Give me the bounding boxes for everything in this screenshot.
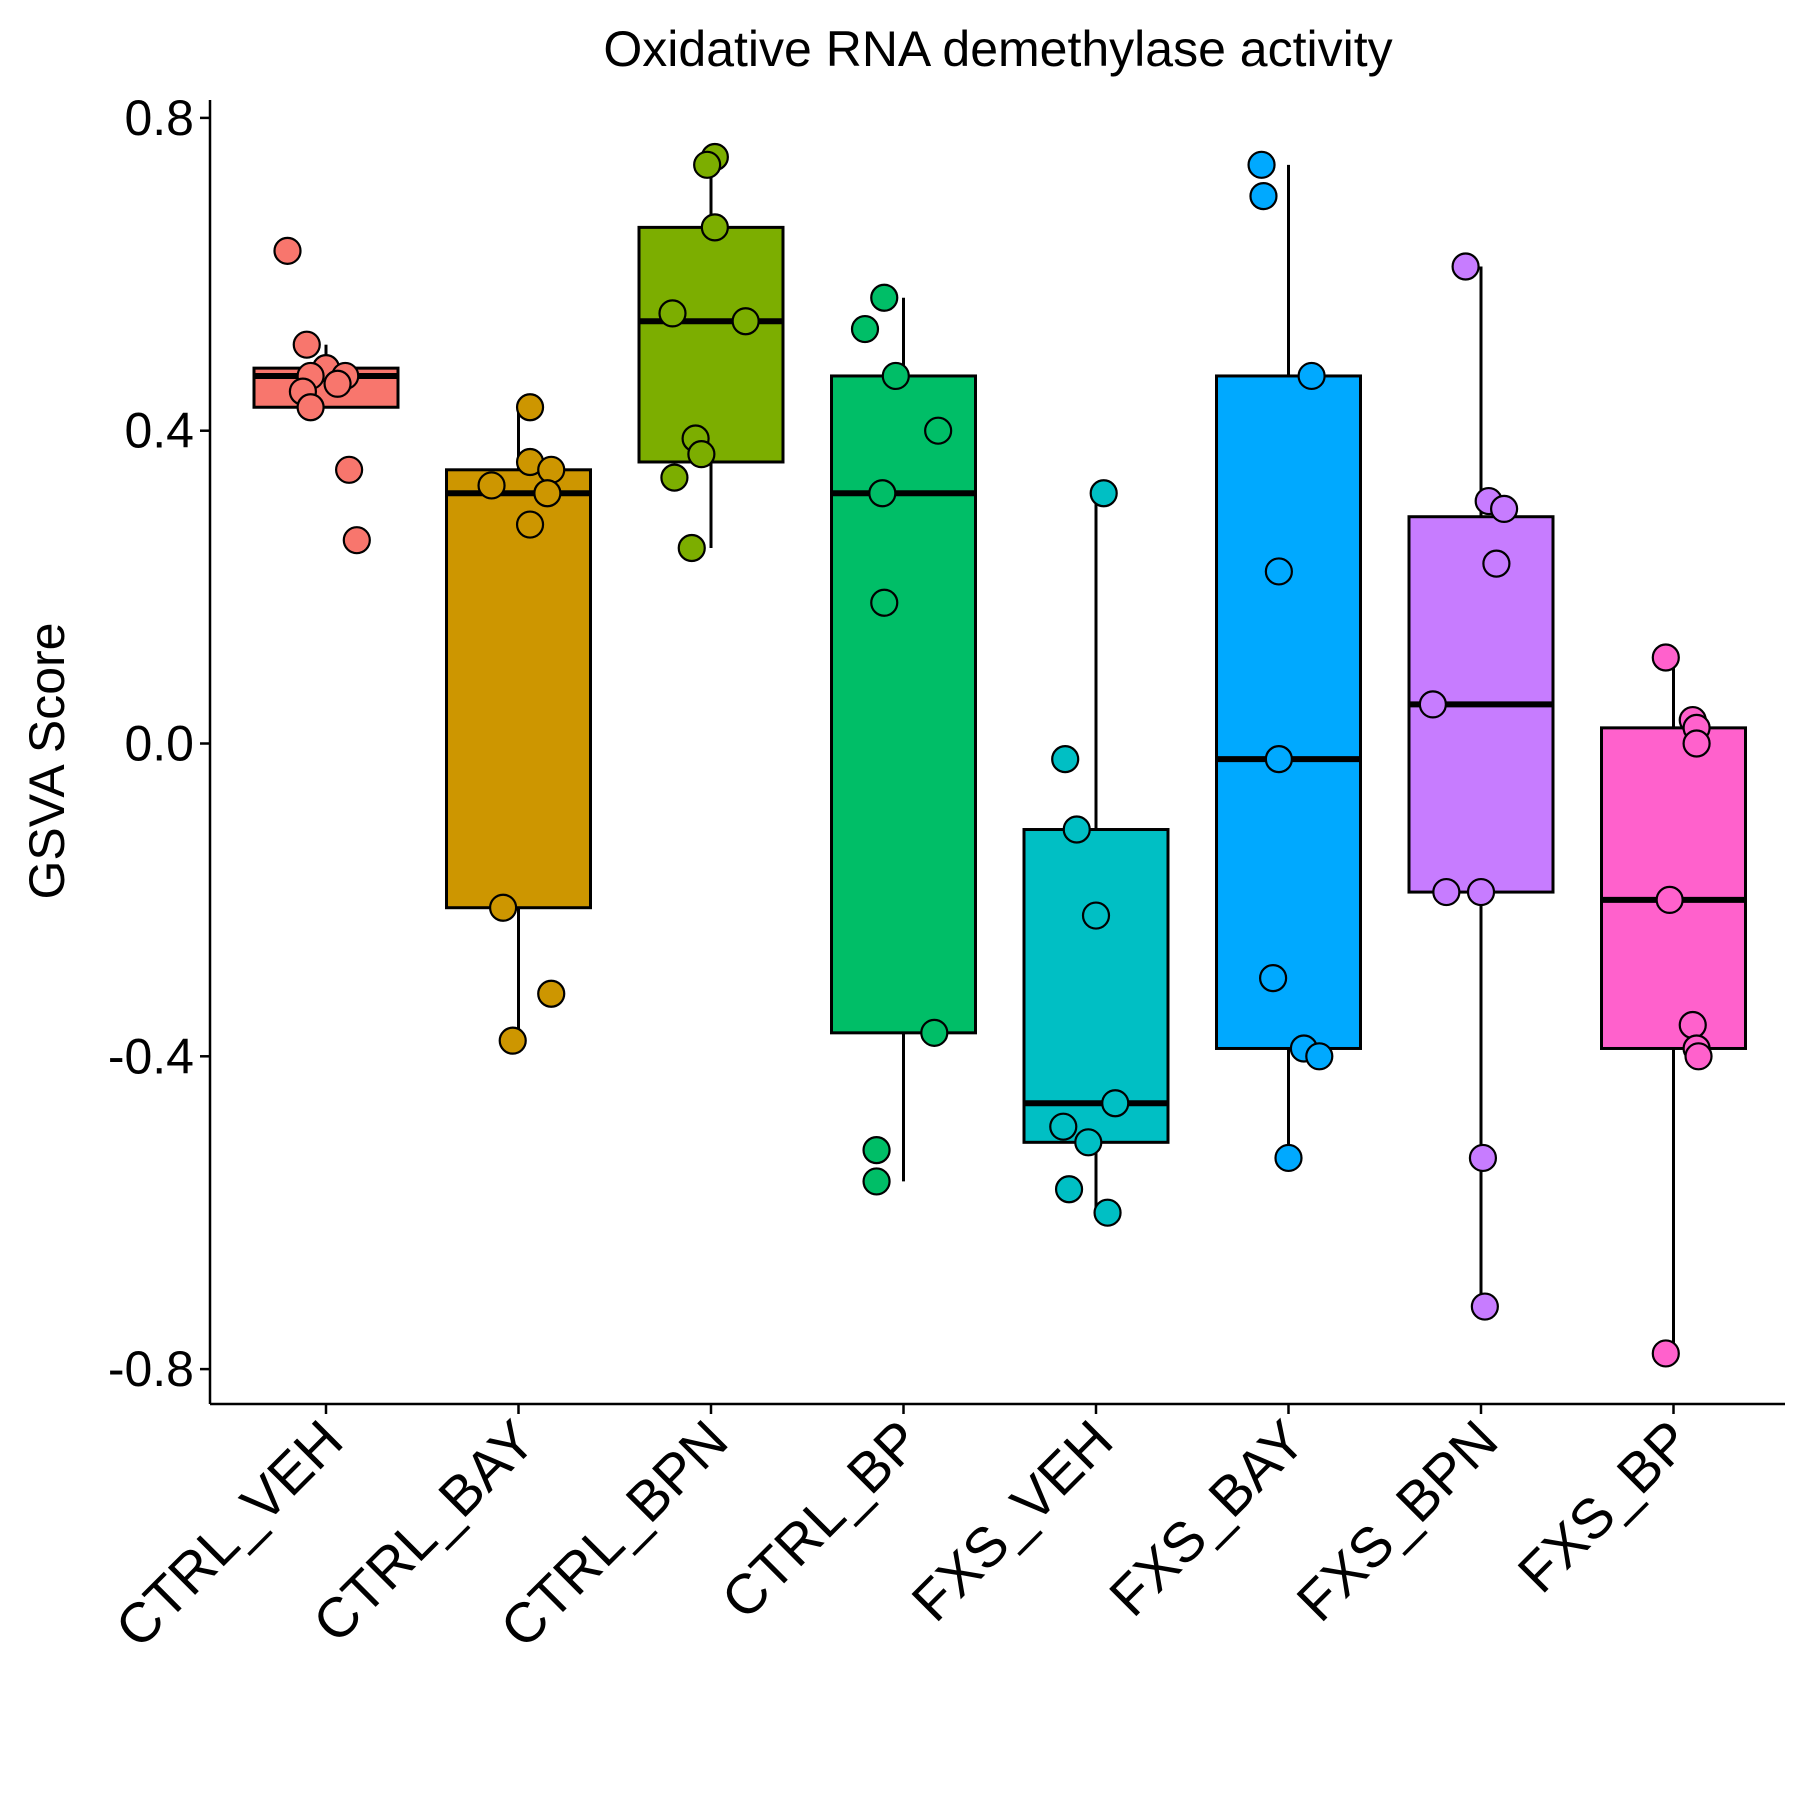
y-tick-label: -0.4	[108, 1028, 194, 1084]
data-point-ctrl-bpn	[660, 463, 689, 492]
data-point-fxs-bp	[1682, 729, 1711, 758]
data-point-fxs-bpn	[1489, 494, 1519, 523]
data-point-ctrl-veh	[335, 455, 364, 484]
y-tick-label: 0.0	[124, 716, 194, 772]
data-point-fxs-veh	[1054, 1175, 1084, 1204]
data-point-ctrl-bp	[868, 479, 897, 508]
data-point-ctrl-bay	[515, 393, 545, 422]
x-tick-label: FXS_VEH	[899, 1408, 1124, 1633]
data-point-fxs-bay	[1264, 745, 1293, 774]
data-point-fxs-veh	[1051, 745, 1080, 774]
chart-title: Oxidative RNA demethylase activity	[603, 21, 1392, 77]
data-point-ctrl-bay	[515, 510, 545, 539]
data-point-ctrl-bay	[533, 479, 562, 508]
y-tick-label: -0.8	[108, 1341, 194, 1397]
box-fxs-veh	[1022, 828, 1170, 1144]
data-point-fxs-bay	[1264, 557, 1293, 586]
data-point-fxs-bay	[1297, 361, 1326, 391]
data-point-fxs-veh	[1081, 901, 1111, 930]
data-point-fxs-bpn	[1432, 877, 1461, 907]
data-point-ctrl-bp	[870, 588, 899, 617]
data-point-ctrl-bay	[477, 471, 506, 500]
data-point-ctrl-bay	[537, 979, 566, 1008]
data-point-fxs-bp	[1651, 1339, 1680, 1368]
y-tick-label: 0.4	[124, 403, 194, 459]
data-point-fxs-bpn	[1451, 252, 1480, 281]
data-point-ctrl-veh	[323, 369, 352, 398]
y-tick-label: 0.8	[124, 90, 194, 146]
data-point-ctrl-bpn	[658, 299, 687, 328]
data-point-fxs-bpn	[1470, 1292, 1499, 1321]
data-point-fxs-bay	[1274, 1143, 1303, 1173]
data-point-fxs-bpn	[1418, 690, 1447, 719]
box-ctrl-bp	[830, 374, 977, 1035]
data-point-ctrl-bp	[870, 283, 899, 312]
x-tick-label: FXS_BPN	[1284, 1408, 1509, 1633]
data-point-ctrl-bpn	[700, 213, 729, 242]
data-point-fxs-bp	[1678, 1010, 1707, 1040]
data-point-ctrl-bp	[862, 1167, 891, 1196]
data-point-fxs-bay	[1258, 963, 1288, 993]
data-point-ctrl-veh	[273, 236, 302, 265]
data-point-fxs-bay	[1249, 182, 1278, 211]
data-point-fxs-veh	[1101, 1089, 1130, 1118]
data-point-ctrl-bp	[881, 361, 910, 391]
data-point-ctrl-veh	[296, 393, 325, 422]
data-point-fxs-bpn	[1482, 549, 1511, 578]
data-point-fxs-bpn	[1468, 1143, 1498, 1173]
box-fxs-bay	[1215, 374, 1362, 1050]
data-point-fxs-veh	[1062, 815, 1091, 844]
data-point-fxs-veh	[1093, 1198, 1122, 1227]
y-axis-label: GSVA Score	[19, 623, 75, 900]
data-point-ctrl-bpn	[677, 533, 706, 563]
data-point-ctrl-bp	[850, 314, 880, 344]
data-point-ctrl-bay	[498, 1026, 527, 1055]
data-point-ctrl-bpn	[687, 440, 716, 469]
data-point-ctrl-veh	[342, 526, 371, 555]
x-tick-label: FXS_BAY	[1097, 1408, 1317, 1628]
box-ctrl-bay	[445, 468, 592, 910]
x-tick-label: CTRL_BP	[709, 1408, 932, 1631]
data-point-ctrl-bp	[862, 1136, 891, 1165]
data-point-ctrl-veh	[292, 330, 321, 359]
data-point-ctrl-bp	[924, 416, 953, 445]
data-point-fxs-bay	[1247, 150, 1276, 179]
data-point-fxs-veh	[1049, 1112, 1078, 1141]
data-point-fxs-bp	[1655, 885, 1684, 915]
data-point-fxs-bay	[1305, 1042, 1334, 1071]
data-point-ctrl-bpn	[731, 307, 760, 336]
data-point-ctrl-bay	[489, 893, 518, 922]
data-point-fxs-veh	[1089, 479, 1118, 508]
plot-area	[252, 142, 1747, 1368]
data-point-fxs-bp	[1651, 643, 1680, 672]
data-point-ctrl-bp	[920, 1018, 949, 1047]
data-point-fxs-bp	[1684, 1042, 1713, 1071]
data-point-fxs-veh	[1074, 1128, 1103, 1157]
x-tick-label: FXS_BP	[1506, 1408, 1702, 1604]
box-ctrl-bpn	[637, 225, 785, 464]
data-point-fxs-bpn	[1466, 877, 1496, 907]
data-point-ctrl-bay	[537, 455, 566, 484]
data-point-ctrl-bpn	[693, 150, 722, 179]
